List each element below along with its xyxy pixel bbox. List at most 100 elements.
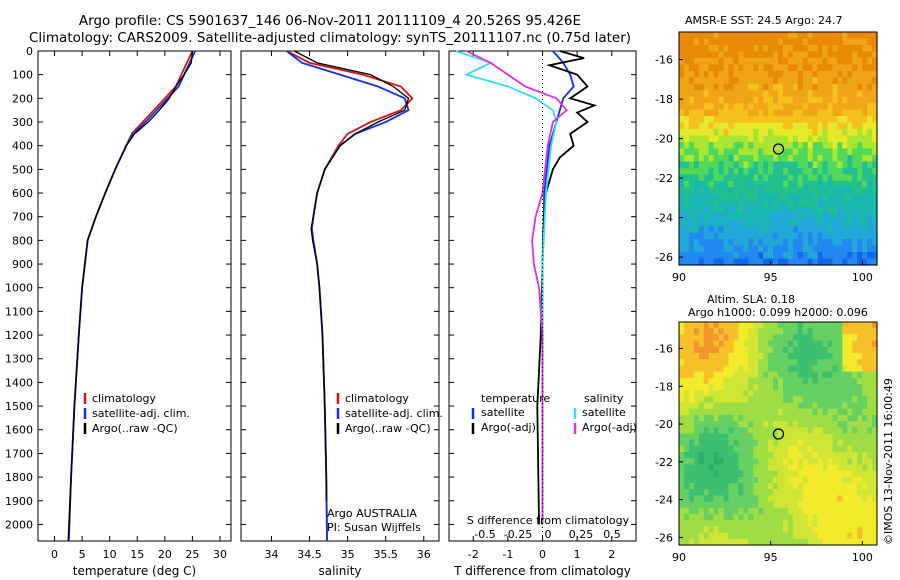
sst-map-cell [792,83,799,91]
sst-map-cell [688,122,695,130]
sla-map-cell [703,322,710,329]
sst-map-cell [812,142,819,150]
sst-map-cell [778,187,784,195]
sla-map-cell [703,421,710,428]
sst-map-cell [787,32,794,40]
sst-map-cell [827,142,834,150]
sla-map-cell [718,507,725,515]
sla-map-cell [852,322,858,329]
sst-map-cell [768,122,774,130]
sst-map-cell [773,174,779,182]
sst-map-cell [857,96,863,104]
sla-map-cell [743,495,749,503]
sla-map-cell [847,532,853,540]
sst-map-cell [807,167,814,175]
sla-map-cell [812,365,819,373]
sst-map-cell [857,200,863,208]
sla-map-cell [867,328,873,335]
sla-map-cell [817,396,824,404]
sla-map-cell [688,433,695,441]
sst-map-cell [842,200,848,208]
sla-map-cell [827,538,834,546]
sst-map-cell [768,44,774,53]
sla-map-cell [867,520,873,528]
sla-map-cell [837,377,843,385]
sst-map-cell [718,129,725,137]
sla-map-cell [787,495,794,503]
sla-map-cell [773,383,779,391]
sst-map-cell [698,129,705,137]
sst-map-cell [763,148,769,156]
sla-map-cell [837,334,843,342]
sst-map-cell [733,206,739,214]
sla-map-cell [822,359,829,366]
sla-map-cell [688,346,695,354]
sla-map-cell [847,427,853,435]
sst-map-cell [708,161,715,169]
sla-map-cell [748,421,754,428]
sla-map-cell [817,421,824,428]
sla-map-cell [857,359,863,366]
sst-map-cell [738,167,744,175]
sla-map-cell [768,352,774,360]
sst-map-cell [842,187,848,195]
sla-map-cell [733,334,739,342]
sst-map-cell [763,32,769,40]
sla-map-cell [713,371,720,379]
sst-map-cell [867,135,873,143]
sst-map-cell [827,51,834,59]
sst-map-cell [812,44,819,53]
sst-map-frame [678,31,878,266]
sla-map-cell [723,532,730,540]
sst-map-cell [797,193,804,201]
sst-map-cell [698,51,705,59]
sla-map-cell [773,352,779,360]
sst-map-cell [837,200,843,208]
sla-map-cell [782,520,789,528]
panel-2-series-1 [536,50,598,525]
sst-map-cell [782,135,789,143]
sst-map-cell [867,226,873,234]
sla-map-cell [852,489,858,497]
sla-map-cell [807,334,814,342]
depth-tick-label: 1000 [5,282,33,295]
sla-map-cell [693,514,700,521]
sst-map-cell [867,174,873,182]
sla-map-cell [817,402,824,410]
sla-map-cell [802,445,809,453]
sla-map-cell [867,501,873,509]
sla-map-cell [679,514,685,521]
sst-map-cell [837,148,843,156]
sal-legend-label-1: satellite-adj. clim. [345,407,443,420]
sla-map-cell [782,427,789,435]
sla-map-cell [802,390,809,397]
sst-map-cell [782,206,789,214]
sla-map-cell [718,464,725,472]
sst-map-cell [817,32,824,40]
sst-map-cell [812,122,819,130]
sla-map-cell [728,322,735,329]
sla-map-cell [817,439,824,447]
sst-map-cell [872,193,878,201]
sla-map-cell [862,427,868,435]
sst-map-cell [693,161,700,169]
sla-map-cell [728,445,735,453]
sst-map-cell [748,258,754,266]
sst-map-cell [802,51,809,59]
sst-map-cell [867,142,873,150]
sst-map-cell [852,219,858,227]
depth-tick-label: 1200 [5,329,33,342]
sla-map-cell [753,452,759,459]
sst-map-cell [787,57,794,65]
sla-map-cell [723,514,730,521]
sla-map-cell [778,526,784,534]
sst-map-cell [703,70,710,78]
sst-map-cell [867,232,873,240]
sla-map-cell [698,359,705,366]
sla-map-cell [683,402,690,410]
sla-map-cell [842,526,848,534]
sla-map-cell [797,414,804,422]
sst-map-cell [852,200,858,208]
sla-map-cell [778,334,784,342]
sst-map-cell [802,96,809,104]
